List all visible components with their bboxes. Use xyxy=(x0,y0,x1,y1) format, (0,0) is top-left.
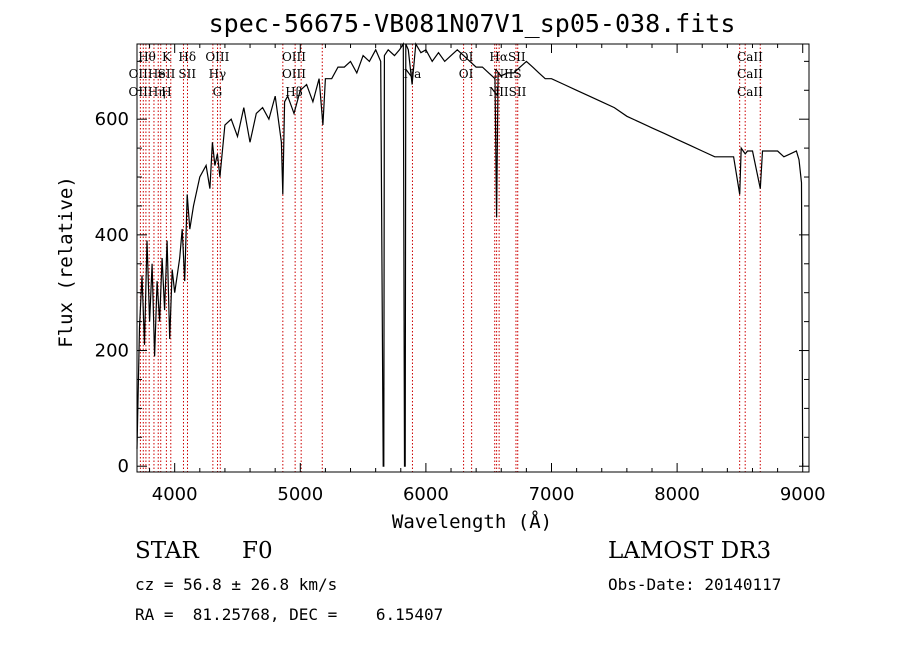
line-label-col2-0: K xyxy=(162,50,172,64)
coordinates-label: RA = 81.25768, DEC = 6.15407 xyxy=(135,605,444,624)
line-label-col8-0: CaII xyxy=(737,50,763,64)
y-tick-label-200: 200 xyxy=(95,341,129,362)
line-label-col8-2: CaII xyxy=(737,85,763,99)
line-label-col4-1: Hγ xyxy=(209,67,227,81)
x-tick-label-7000: 7000 xyxy=(529,484,575,505)
line-label-col6-0: OI xyxy=(459,50,474,64)
line-label-col7-2: NIISII xyxy=(489,85,527,99)
class-label: STAR xyxy=(135,538,199,564)
line-label-col4-2: G xyxy=(213,85,223,99)
plot-frame xyxy=(136,43,810,473)
line-label-col7-1: NIIS xyxy=(493,67,521,81)
redshift-label: cz = 56.8 ± 26.8 km/s xyxy=(135,575,338,594)
line-label-col5-1: OIII xyxy=(282,67,306,81)
line-label-col1-2: OIIHη xyxy=(129,85,166,99)
line-label-col5-0: OIII xyxy=(282,50,306,64)
y-tick-label-600: 600 xyxy=(95,109,129,130)
survey-label: LAMOST DR3 xyxy=(608,538,772,564)
obs-date-label: Obs-Date: 20140117 xyxy=(608,575,782,594)
x-axis-label: Wavelength (Å) xyxy=(392,510,552,533)
flux-series-line xyxy=(136,41,804,467)
y-tick-label-400: 400 xyxy=(95,225,129,246)
line-label-col4-0: OIII xyxy=(205,50,229,64)
y-axis-ticks: 0 200 400 600 xyxy=(95,60,809,477)
line-label-col3-1: SII xyxy=(178,67,196,81)
line-label-col7-0: HαSII xyxy=(489,50,526,64)
line-label-col2-2: H xyxy=(161,85,171,99)
y-axis-label: Flux (relative) xyxy=(55,176,77,348)
chart-title: spec-56675-VB081N07V1_sp05-038.fits xyxy=(209,9,736,38)
line-label-col3-0: Hδ xyxy=(178,50,196,64)
line-label-col8-1: CaII xyxy=(737,67,763,81)
x-tick-label-9000: 9000 xyxy=(780,484,826,505)
x-axis-ticks: 4000 5000 6000 7000 8000 9000 xyxy=(149,44,826,505)
x-tick-label-5000: 5000 xyxy=(277,484,323,505)
subclass-label: F0 xyxy=(242,538,273,564)
x-tick-label-4000: 4000 xyxy=(152,484,198,505)
line-label-col2-1: SII xyxy=(158,67,176,81)
line-label-col1-1: OIIHe xyxy=(129,67,166,81)
spectral-line-markers xyxy=(139,44,761,472)
line-label-col6-1: OI xyxy=(459,67,474,81)
spectral-line-labels: HθOIIHeOIIHηKSIIHHδSIIOIIIHγGOIIIOIIIHβO… xyxy=(129,50,764,99)
x-tick-label-6000: 6000 xyxy=(403,484,449,505)
x-tick-label-8000: 8000 xyxy=(654,484,700,505)
y-tick-label-0: 0 xyxy=(118,456,129,477)
line-label-col1-0: Hθ xyxy=(138,50,156,64)
